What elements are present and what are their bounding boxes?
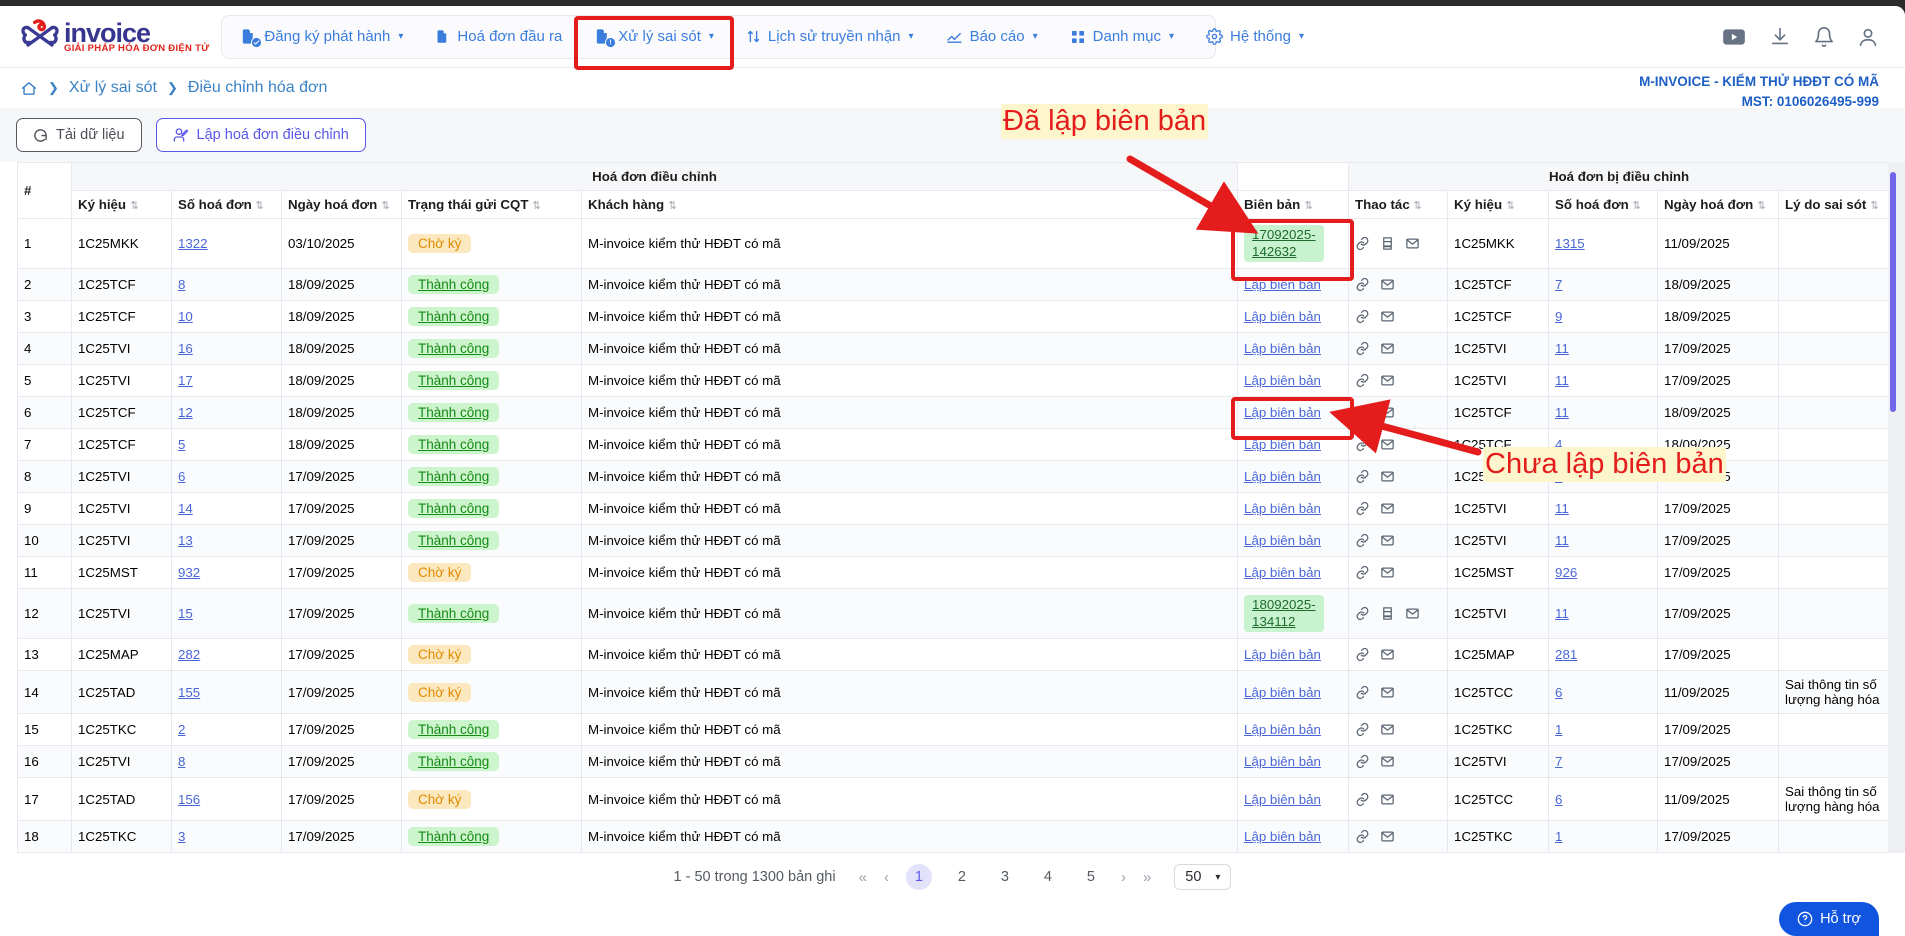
svg-text:!: ! xyxy=(610,40,612,47)
